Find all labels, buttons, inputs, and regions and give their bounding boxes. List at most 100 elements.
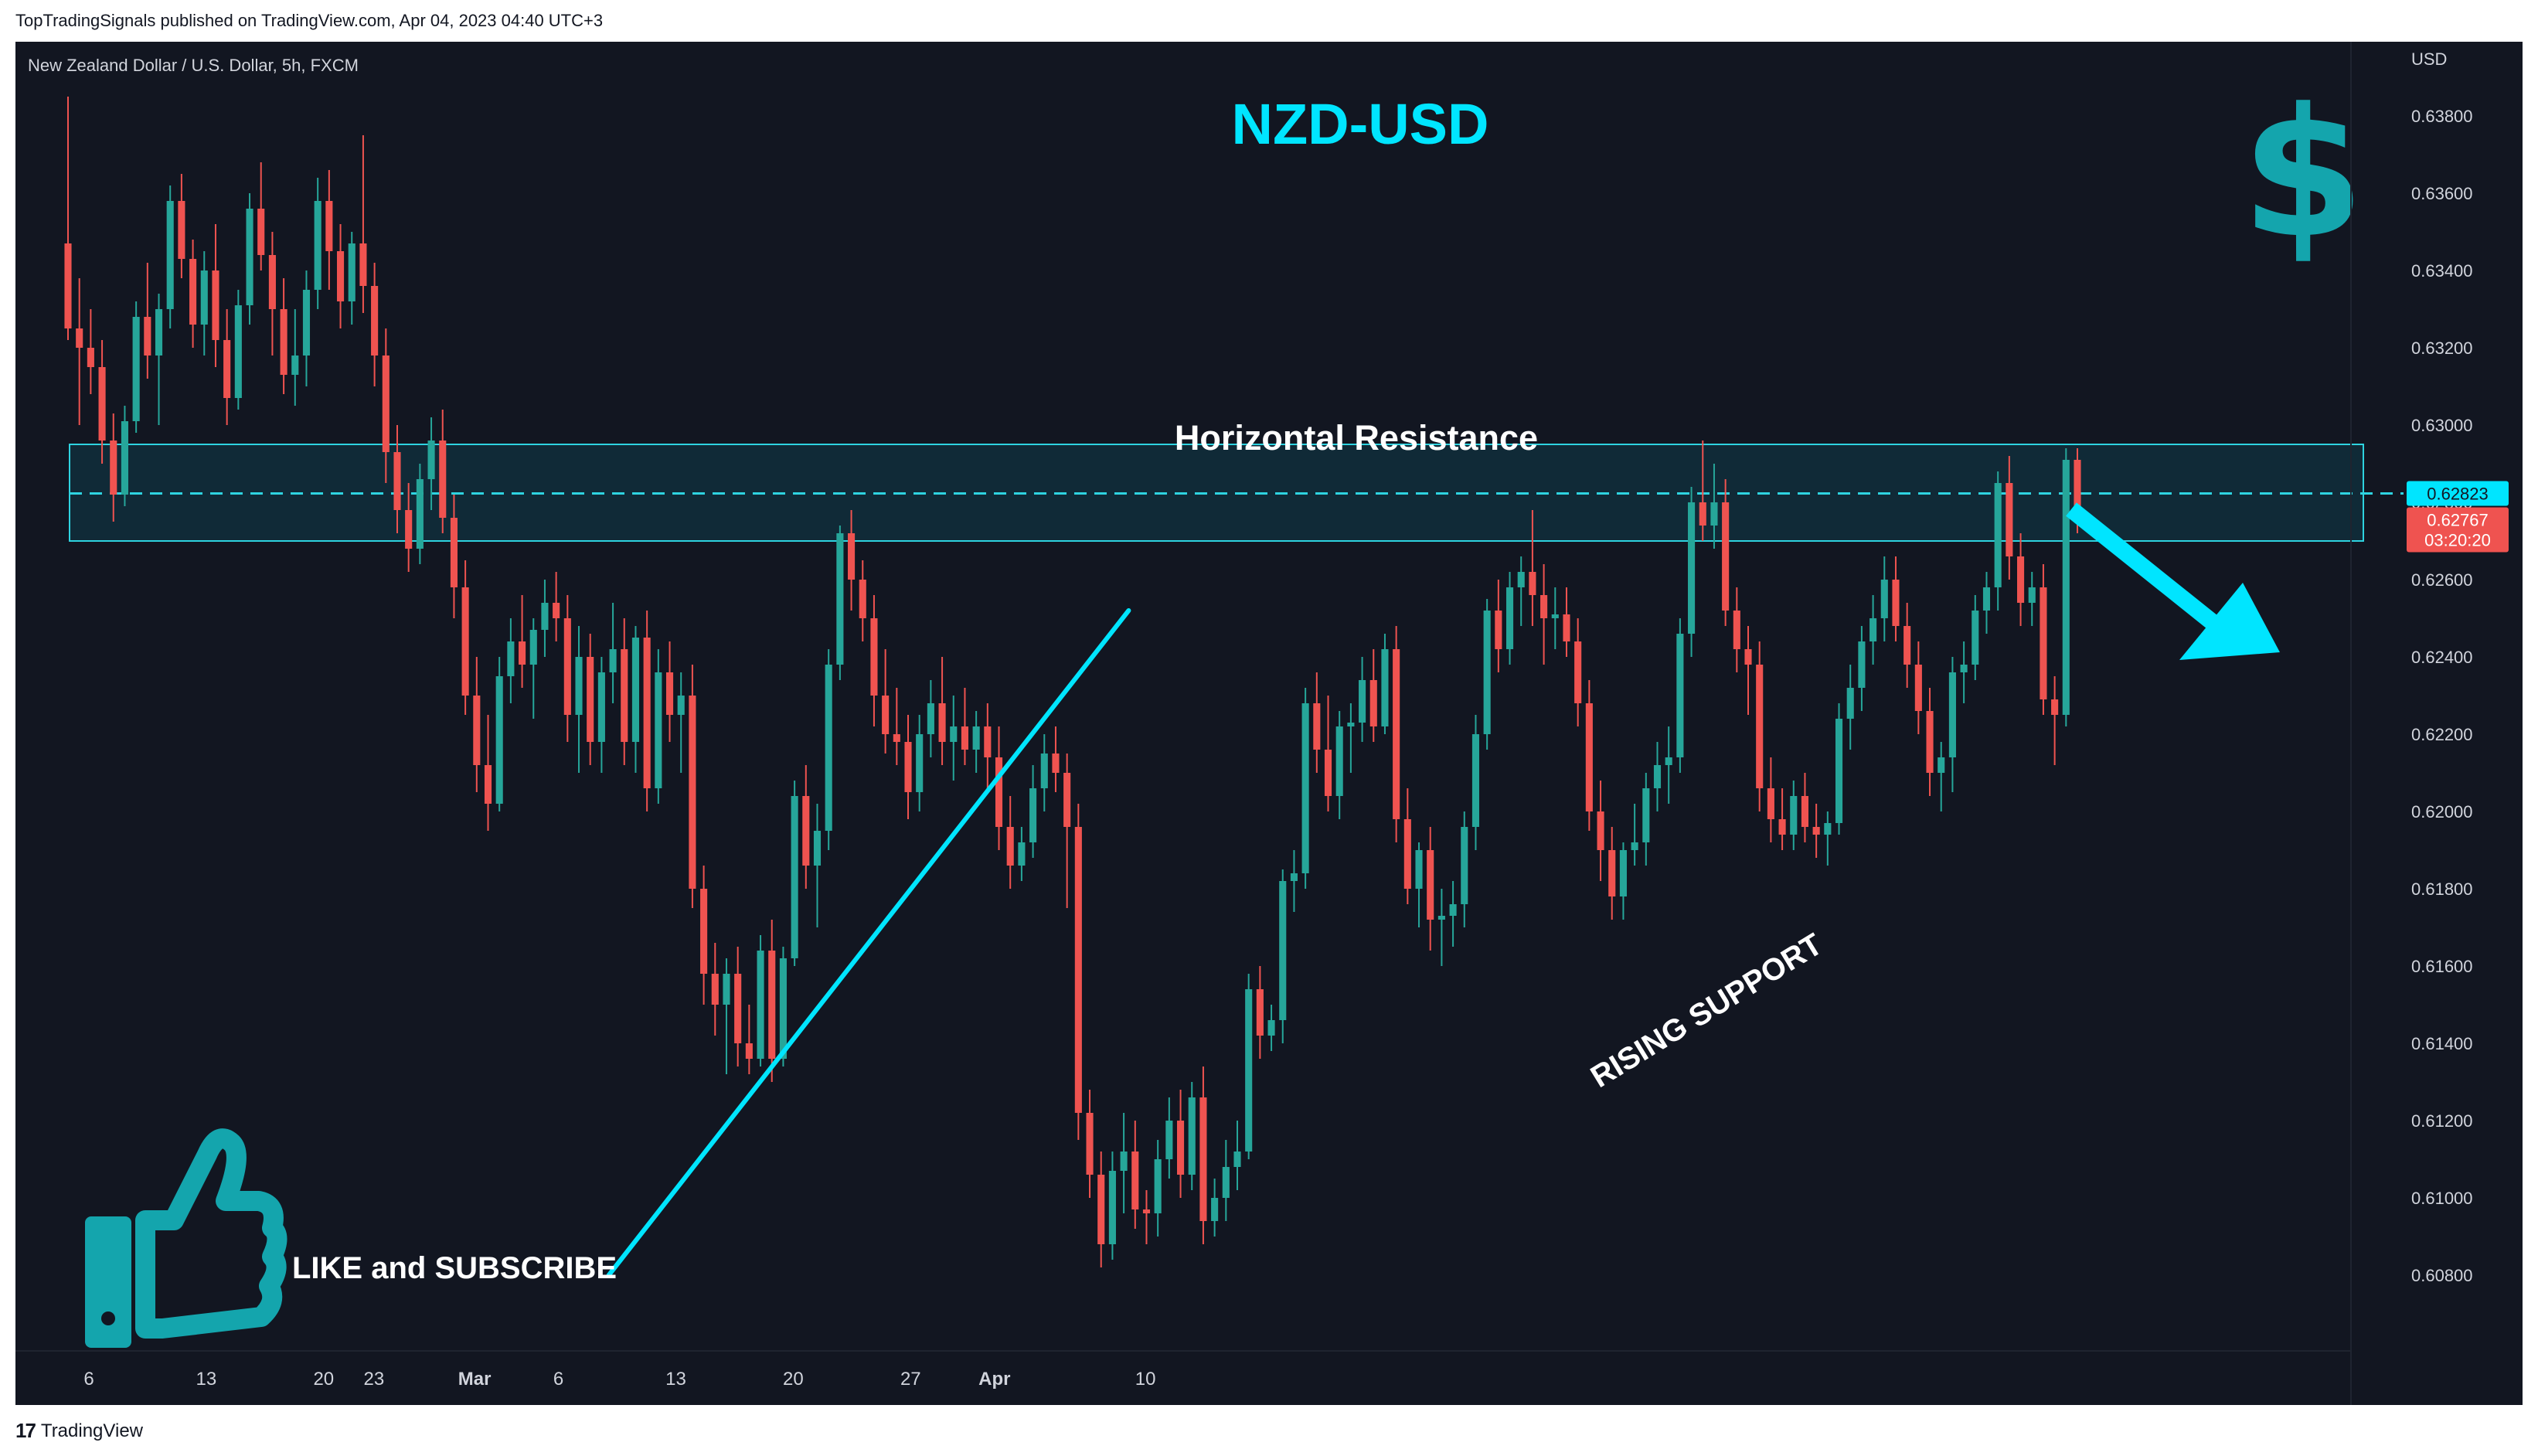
candle-down[interactable] (848, 533, 856, 580)
candle-up[interactable] (166, 201, 174, 309)
candle-up[interactable] (1688, 502, 1696, 634)
candle-up[interactable] (132, 317, 140, 421)
candle-down[interactable] (643, 638, 651, 788)
candle-down[interactable] (1733, 611, 1740, 649)
candle-up[interactable] (1948, 672, 1956, 757)
candle-down[interactable] (1142, 1209, 1151, 1213)
candle-up[interactable] (1790, 796, 1798, 835)
candle-up[interactable] (1415, 850, 1423, 889)
candle-down[interactable] (1427, 850, 1434, 920)
candle-down[interactable] (1097, 1175, 1105, 1244)
candle-up[interactable] (1880, 580, 1888, 618)
candle-down[interactable] (2074, 460, 2081, 514)
candle-down[interactable] (1393, 649, 1400, 819)
candle-up[interactable] (791, 796, 798, 958)
candle-down[interactable] (1699, 502, 1706, 526)
candlestick-chart[interactable]: New Zealand Dollar / U.S. Dollar, 5h, FX… (15, 42, 2523, 1405)
candle-down[interactable] (359, 243, 367, 286)
candle-up[interactable] (1960, 665, 1968, 672)
candle-down[interactable] (995, 757, 1003, 827)
candle-down[interactable] (2017, 556, 2025, 603)
candle-down[interactable] (665, 672, 674, 715)
candle-up[interactable] (825, 665, 832, 831)
candle-down[interactable] (144, 317, 151, 355)
candle-down[interactable] (1892, 580, 1900, 626)
candle-down[interactable] (76, 328, 83, 348)
candle-down[interactable] (371, 286, 379, 355)
candle-down[interactable] (553, 603, 560, 618)
candle-down[interactable] (1086, 1113, 1094, 1175)
candle-up[interactable] (1710, 502, 1718, 526)
candle-up[interactable] (302, 290, 311, 355)
candle-up[interactable] (631, 638, 640, 742)
candle-up[interactable] (1982, 587, 1991, 611)
candle-up[interactable] (575, 657, 583, 715)
candle-up[interactable] (1869, 618, 1877, 641)
candle-down[interactable] (734, 974, 742, 1043)
candle-up[interactable] (655, 672, 662, 788)
candle-up[interactable] (1335, 726, 1343, 796)
candle-down[interactable] (280, 309, 287, 375)
candle-down[interactable] (1563, 614, 1570, 641)
candle-up[interactable] (813, 831, 822, 866)
candle-down[interactable] (1767, 788, 1774, 819)
candle-down[interactable] (700, 889, 708, 974)
candle-up[interactable] (1994, 483, 2002, 587)
candle-down[interactable] (1801, 796, 1809, 827)
candle-up[interactable] (972, 726, 980, 750)
candle-down[interactable] (1722, 502, 1730, 611)
candle-down[interactable] (1369, 680, 1377, 726)
candle-down[interactable] (1176, 1121, 1185, 1175)
candle-up[interactable] (723, 974, 730, 1005)
candle-down[interactable] (257, 209, 265, 255)
candle-up[interactable] (1120, 1152, 1128, 1171)
candle-down[interactable] (1812, 827, 1820, 835)
candle-down[interactable] (1926, 711, 1934, 773)
candle-up[interactable] (916, 734, 924, 792)
candle-up[interactable] (1188, 1097, 1196, 1175)
candle-down[interactable] (484, 765, 492, 804)
candle-up[interactable] (1517, 572, 1525, 587)
candle-up[interactable] (1846, 688, 1854, 719)
candle-down[interactable] (1540, 595, 1548, 618)
candle-down[interactable] (325, 201, 333, 251)
candle-up[interactable] (1233, 1152, 1241, 1167)
candle-up[interactable] (1824, 823, 1832, 835)
candle-up[interactable] (427, 441, 435, 479)
candle-up[interactable] (1676, 634, 1684, 757)
candle-down[interactable] (882, 696, 890, 734)
candle-down[interactable] (1597, 811, 1604, 850)
candle-up[interactable] (348, 243, 356, 301)
candle-up[interactable] (779, 958, 787, 1059)
candle-up[interactable] (1267, 1020, 1275, 1036)
candle-up[interactable] (597, 672, 605, 742)
candle-down[interactable] (859, 580, 866, 618)
candle-down[interactable] (2040, 587, 2047, 699)
candle-down[interactable] (178, 201, 185, 259)
candle-down[interactable] (98, 367, 106, 441)
candle-up[interactable] (1449, 904, 1457, 916)
candle-up[interactable] (1972, 611, 1979, 665)
candle-up[interactable] (609, 649, 617, 672)
candle-up[interactable] (1619, 850, 1627, 896)
candle-up[interactable] (1381, 649, 1389, 726)
candle-down[interactable] (1313, 703, 1321, 750)
candle-up[interactable] (1665, 757, 1672, 765)
candle-up[interactable] (1029, 788, 1037, 842)
candle-down[interactable] (110, 441, 117, 495)
candle-up[interactable] (1165, 1121, 1173, 1159)
candle-down[interactable] (1529, 572, 1536, 595)
candle-down[interactable] (1006, 827, 1014, 866)
rising-support-line[interactable] (606, 608, 1131, 1277)
candle-up[interactable] (1018, 842, 1026, 866)
candle-down[interactable] (961, 726, 969, 750)
candle-up[interactable] (1359, 680, 1366, 723)
candle-up[interactable] (1505, 587, 1514, 649)
candle-down[interactable] (1131, 1152, 1139, 1209)
candle-down[interactable] (473, 696, 481, 765)
candle-up[interactable] (1835, 719, 1843, 823)
candle-up[interactable] (1301, 703, 1309, 873)
candle-down[interactable] (1063, 773, 1071, 827)
candle-down[interactable] (870, 618, 878, 696)
candle-up[interactable] (1551, 614, 1559, 618)
